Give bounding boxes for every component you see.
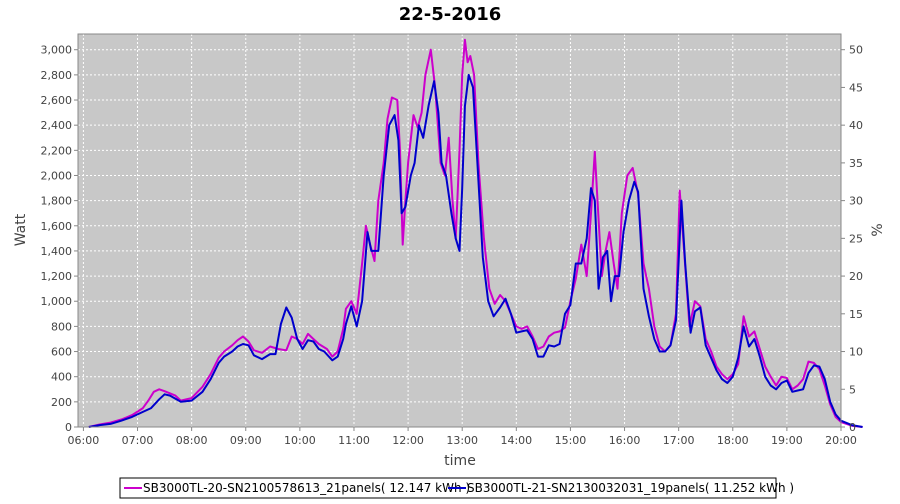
y2-tick-label: 10 (849, 346, 863, 359)
y-tick-label: 0 (65, 421, 72, 434)
y-tick-label: 600 (51, 346, 72, 359)
y2-tick-label: 0 (849, 421, 856, 434)
y-tick-label: 1,800 (41, 195, 73, 208)
y2-axis-ticks: 0 5 10 15 20 25 30 35 40 45 50 (841, 44, 863, 434)
x-tick-label: 19:00 (771, 434, 803, 447)
y-tick-label: 2,000 (41, 169, 73, 182)
x-tick-label: 20:00 (825, 434, 857, 447)
x-tick-label: 06:00 (68, 434, 100, 447)
x-tick-label: 14:00 (500, 434, 532, 447)
y2-tick-label: 50 (849, 44, 863, 57)
legend-label-series-2: SB3000TL-21-SN2130032031_19panels( 11.25… (467, 481, 794, 495)
legend: SB3000TL-20-SN2100578613_21panels( 12.14… (119, 477, 794, 499)
y2-axis-title: % (870, 223, 886, 236)
series-line-2 (88, 73, 863, 428)
x-tick-label: 09:00 (230, 434, 262, 447)
x-tick-label: 11:00 (338, 434, 370, 447)
x-tick-label: 12:00 (392, 434, 424, 447)
x-tick-label: 17:00 (663, 434, 695, 447)
chart-title: 22-5-2016 (399, 4, 502, 25)
x-tick-label: 15:00 (555, 434, 587, 447)
legend-label-series-1: SB3000TL-20-SN2100578613_21panels( 12.14… (143, 481, 470, 495)
y-tick-label: 1,400 (41, 245, 73, 258)
x-axis-ticks: 06:00 07:00 08:00 09:00 10:00 11:00 12:00 13:00… (68, 427, 857, 447)
y-tick-label: 1,000 (41, 295, 73, 308)
y-tick-label: 2,200 (41, 144, 73, 157)
y2-tick-label: 5 (849, 383, 856, 396)
y2-tick-label: 15 (849, 308, 863, 321)
x-axis-title: time (444, 453, 476, 469)
x-tick-label: 07:00 (122, 434, 154, 447)
y-tick-label: 2,600 (41, 94, 73, 107)
y2-tick-label: 45 (849, 81, 863, 94)
y2-tick-label: 20 (849, 270, 863, 283)
y-tick-label: 200 (51, 396, 72, 409)
y-axis-ticks: 0 200 400 600 800 1,000 1,200 1,400 1,600 1,800 2,… (41, 44, 78, 434)
y2-tick-label: 40 (849, 119, 863, 132)
y-tick-label: 2,400 (41, 119, 73, 132)
plot-frame (77, 33, 842, 428)
x-tick-label: 16:00 (609, 434, 641, 447)
y2-tick-label: 35 (849, 157, 863, 170)
x-tick-label: 08:00 (176, 434, 208, 447)
x-tick-label: 10:00 (284, 434, 316, 447)
x-tick-label: 13:00 (446, 434, 478, 447)
x-tick-label: 18:00 (717, 434, 749, 447)
y-tick-label: 1,200 (41, 270, 73, 283)
y-tick-label: 2,800 (41, 69, 73, 82)
series-line-1 (88, 38, 863, 428)
y-tick-label: 1,600 (41, 220, 73, 233)
y-tick-label: 3,000 (41, 44, 73, 57)
series-lines (88, 38, 863, 428)
y2-tick-label: 30 (849, 195, 863, 208)
y-axis-title: Watt (13, 213, 29, 246)
y-tick-label: 400 (51, 371, 72, 384)
y-tick-label: 800 (51, 320, 72, 333)
y2-tick-label: 25 (849, 232, 863, 245)
